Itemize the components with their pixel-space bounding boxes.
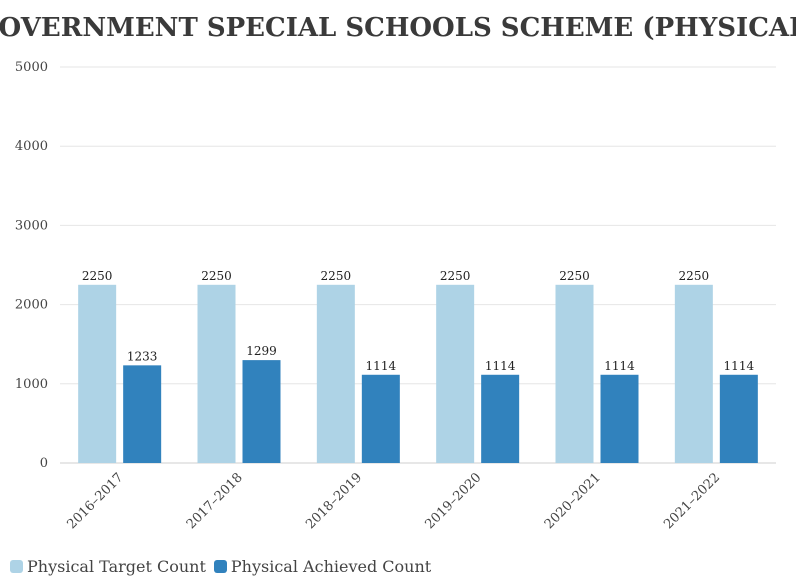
- x-tick-label: 2018–2019: [303, 470, 365, 532]
- bar-achieved[interactable]: [481, 374, 520, 463]
- bar-achieved[interactable]: [600, 374, 639, 463]
- y-axis-ticks: 0 1000 2000 3000 4000 5000: [15, 60, 48, 471]
- bar-target[interactable]: [78, 284, 117, 463]
- data-labels: 2250 1233 2250 1299 2250 1114 2250 1114 2250 1114…: [82, 269, 755, 373]
- y-grid: [60, 66, 776, 464]
- data-label: 2250: [82, 269, 113, 283]
- data-label: 1299: [246, 344, 277, 358]
- y-tick-label: 1000: [15, 377, 48, 392]
- data-label: 1114: [724, 359, 755, 373]
- data-label: 2250: [559, 269, 590, 283]
- x-tick-label: 2021–2022: [661, 470, 723, 532]
- x-tick-label: 2017–2018: [184, 470, 246, 532]
- legend-item-achieved[interactable]: Physical Achieved Count: [213, 556, 432, 576]
- data-label: 1114: [485, 359, 516, 373]
- y-tick-label: 3000: [15, 218, 48, 233]
- legend-item-target[interactable]: Physical Target Count: [10, 557, 206, 576]
- chart-title: GOVERNMENT SPECIAL SCHOOLS SCHEME (PHYSI…: [0, 13, 796, 43]
- data-label: 2250: [440, 269, 471, 283]
- y-tick-label: 4000: [15, 139, 48, 154]
- legend-label-achieved: Physical Achieved Count: [230, 556, 432, 576]
- x-tick-label: 2020–2021: [542, 470, 604, 532]
- y-tick-label: 5000: [15, 60, 48, 75]
- y-tick-label: 2000: [15, 298, 48, 313]
- legend-swatch-achieved: [213, 559, 227, 573]
- bar-target[interactable]: [197, 284, 236, 463]
- bar-achieved[interactable]: [123, 365, 162, 463]
- legend-swatch-target: [10, 559, 23, 573]
- data-label: 2250: [679, 269, 710, 283]
- bar-target[interactable]: [555, 284, 594, 463]
- bar-target[interactable]: [316, 284, 355, 463]
- x-axis-ticks: 2016–2017 2017–2018 2018–2019 2019–2020 2020…: [65, 470, 724, 532]
- bar-target[interactable]: [674, 284, 713, 463]
- data-label: 1114: [366, 359, 397, 373]
- data-label: 1114: [604, 359, 635, 373]
- bar-achieved[interactable]: [361, 374, 400, 463]
- x-tick-label: 2016–2017: [65, 470, 127, 532]
- bar-target[interactable]: [436, 284, 475, 463]
- legend: Physical Target Count Physical Achieved …: [10, 556, 439, 576]
- x-tick-label: 2019–2020: [423, 470, 485, 532]
- bars: [78, 284, 758, 463]
- data-label: 2250: [201, 269, 232, 283]
- bar-achieved[interactable]: [242, 360, 281, 463]
- bar-achieved[interactable]: [719, 374, 758, 463]
- data-label: 1233: [127, 349, 158, 363]
- legend-label-target: Physical Target Count: [27, 556, 206, 576]
- data-label: 2250: [321, 269, 352, 283]
- y-tick-label: 0: [40, 456, 48, 471]
